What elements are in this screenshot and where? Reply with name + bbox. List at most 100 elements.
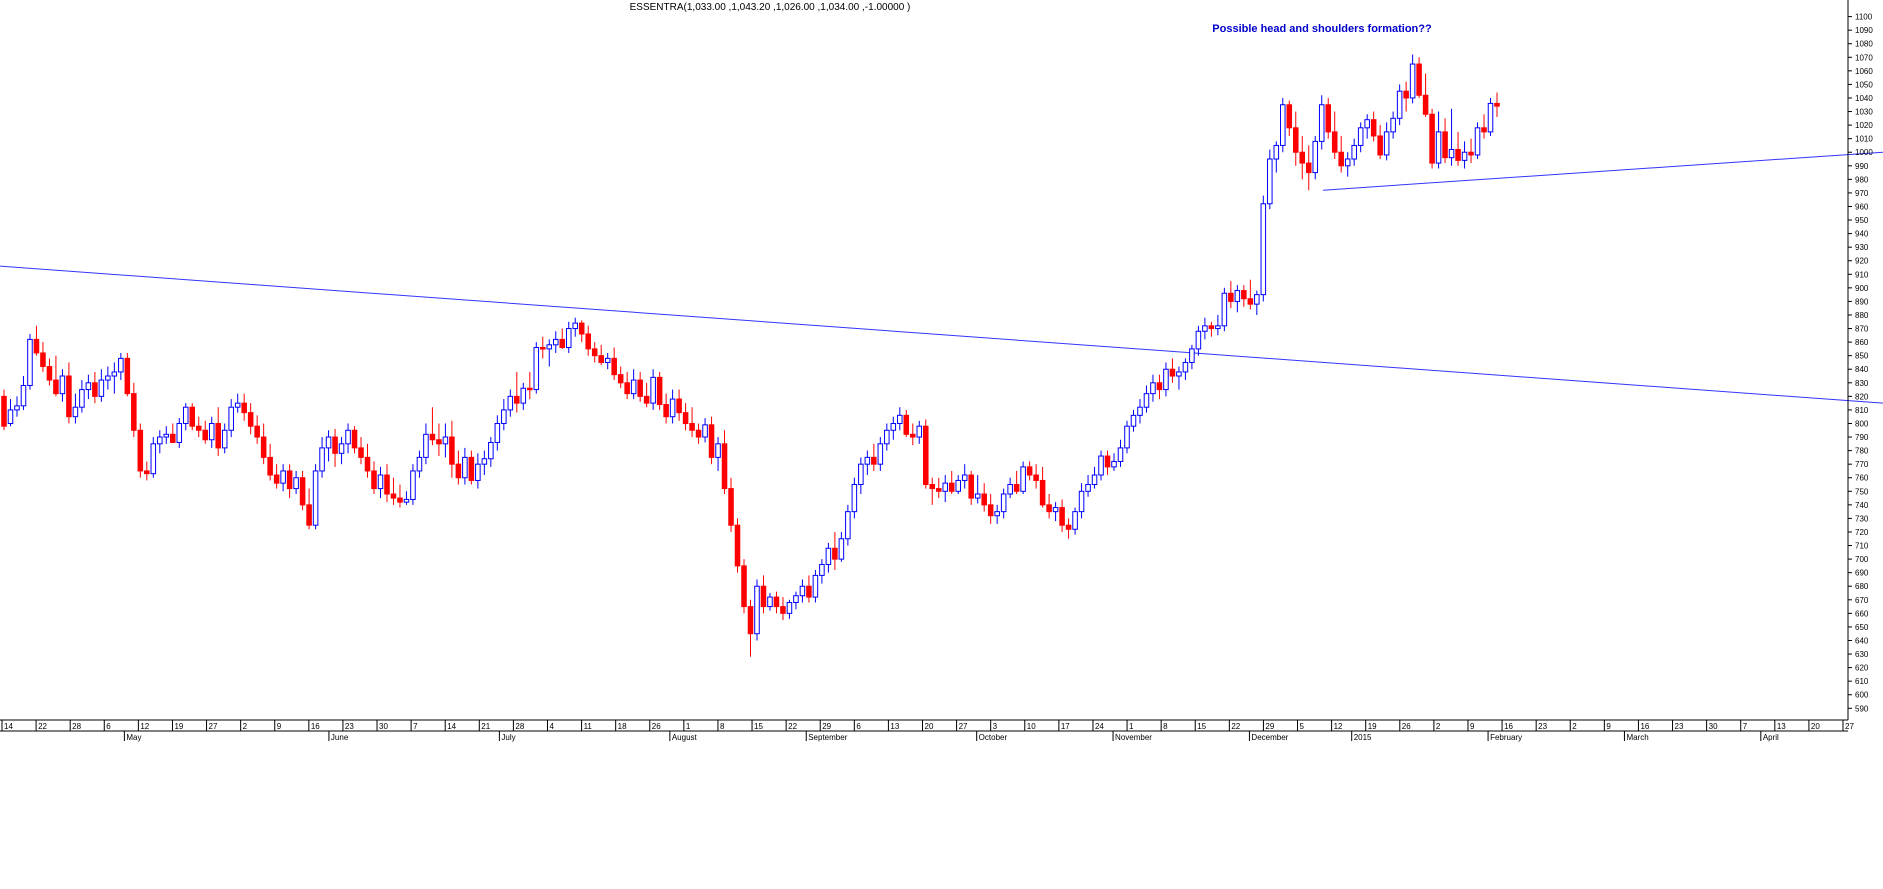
x-day-label: 5: [1300, 722, 1305, 731]
candle: [734, 518, 741, 573]
candle-body-down: [734, 524, 741, 567]
candle-body-up: [442, 436, 449, 445]
y-tick-label: 750: [1855, 487, 1869, 496]
candle: [59, 369, 66, 402]
candle: [585, 325, 591, 356]
candle: [871, 443, 877, 471]
candle-body-up: [838, 538, 845, 560]
x-day-label: 20: [1811, 722, 1820, 731]
candle: [501, 399, 507, 431]
candle: [1026, 461, 1033, 481]
candle-body-up: [572, 322, 579, 330]
candle: [241, 393, 247, 421]
candle: [79, 380, 85, 413]
candle: [1202, 317, 1208, 340]
x-day-label: 21: [481, 722, 490, 731]
candle: [98, 369, 105, 402]
candle: [1234, 285, 1241, 313]
candle: [189, 403, 196, 431]
candle: [299, 470, 306, 511]
candle-body-up: [1143, 393, 1150, 408]
x-month-label: June: [331, 733, 349, 742]
candle-body-up: [1435, 131, 1442, 164]
candle: [1215, 314, 1221, 336]
candle-body-up: [1215, 325, 1221, 330]
candle-body-down: [1065, 524, 1072, 530]
candle-body-up: [1396, 90, 1403, 119]
candle: [877, 437, 884, 471]
candle-body-up: [825, 547, 832, 566]
candle-body-up: [1409, 63, 1416, 99]
x-day-label: 11: [584, 722, 593, 731]
candle-body-down: [241, 402, 247, 414]
y-tick-label: 780: [1855, 447, 1869, 456]
candle: [1370, 111, 1377, 142]
candle-body-up: [410, 470, 416, 500]
x-day-label: 7: [1743, 722, 1748, 731]
candle-body-down: [273, 474, 280, 484]
candle-body-up: [1357, 127, 1364, 146]
y-tick-label: 790: [1855, 433, 1869, 442]
candle-body-up: [14, 405, 20, 411]
candle: [1195, 325, 1202, 356]
candle-body-down: [53, 379, 59, 395]
y-tick-label: 660: [1855, 609, 1869, 618]
candle-body-down: [1429, 113, 1435, 164]
x-month-label: May: [126, 733, 141, 742]
candle-body-down: [806, 585, 812, 598]
candle: [702, 418, 708, 443]
candle-body-down: [689, 422, 695, 431]
candle: [1351, 138, 1357, 166]
candle: [572, 317, 579, 337]
candle-body-down: [922, 425, 929, 486]
candle: [260, 423, 267, 465]
candle: [1, 389, 7, 431]
candle: [935, 477, 942, 499]
candle: [1344, 152, 1351, 177]
candle: [1228, 281, 1234, 309]
candle-body-down: [981, 493, 987, 506]
candle: [637, 371, 643, 402]
candle: [721, 430, 728, 495]
candle: [325, 430, 332, 462]
candle-body-up: [793, 595, 799, 604]
candle-body-up: [1163, 368, 1169, 391]
candle: [786, 599, 793, 619]
candle: [1007, 477, 1013, 499]
candle: [384, 464, 390, 503]
candle: [1137, 399, 1143, 424]
y-tick-label: 990: [1855, 162, 1869, 171]
candle-body-down: [656, 376, 663, 405]
candle: [1474, 122, 1481, 160]
candle: [1241, 285, 1247, 307]
candle-body-down: [429, 433, 436, 441]
y-tick-label: 860: [1855, 338, 1869, 347]
candle-body-up: [1351, 144, 1357, 160]
candle: [1481, 114, 1487, 139]
candle: [390, 477, 397, 505]
candle-body-down: [144, 470, 150, 475]
candle-body-down: [910, 433, 916, 438]
candle: [1494, 92, 1500, 117]
x-day-label: 16: [1640, 722, 1649, 731]
candle: [1383, 122, 1390, 161]
candle-body-up: [1221, 292, 1228, 327]
candle: [345, 423, 351, 454]
candle-body-up: [312, 470, 319, 526]
candle: [1013, 470, 1020, 495]
candle: [968, 470, 974, 505]
candle-body-down: [540, 347, 546, 350]
candle: [1189, 344, 1195, 370]
candle: [416, 450, 423, 478]
y-tick-label: 890: [1855, 297, 1869, 306]
y-tick-label: 770: [1855, 460, 1869, 469]
y-tick-label: 1000: [1855, 148, 1873, 157]
candle: [215, 407, 221, 457]
candle: [864, 450, 871, 476]
candle: [1390, 111, 1396, 139]
candle-body-down: [390, 493, 397, 499]
y-tick-label: 650: [1855, 623, 1869, 632]
candle: [429, 407, 436, 446]
candle: [1267, 149, 1273, 210]
